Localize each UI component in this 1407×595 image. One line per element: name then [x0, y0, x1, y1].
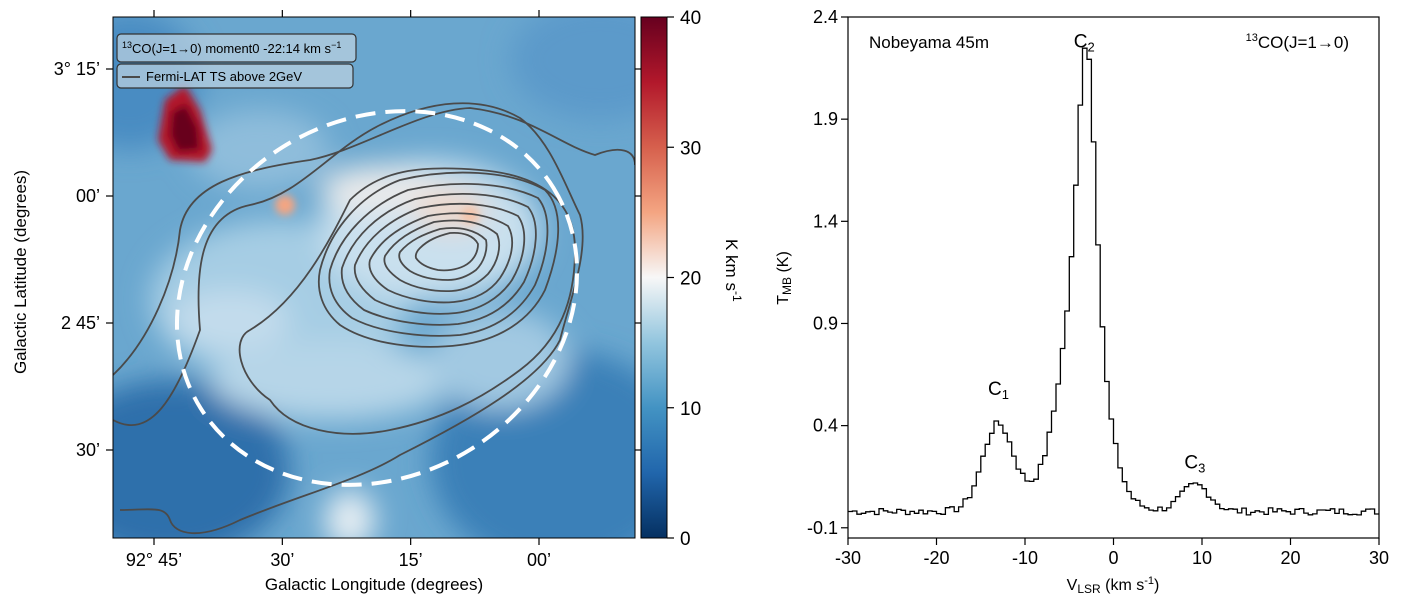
map-ytick-label: 00’ [76, 186, 100, 206]
spectrum-xtick-label: 30 [1369, 548, 1389, 568]
spectrum-xtick-label: 20 [1280, 548, 1300, 568]
ts-contour [113, 102, 584, 535]
xlabel-sub: LSR [1077, 582, 1101, 595]
legend-entry-13co-sup2: −1 [331, 40, 341, 50]
map-axes: 92° 45’ 30’ 15’ 00’ 3° 15’ 00’ 2 45’ 30’ [54, 10, 641, 570]
ts-contour [113, 107, 635, 376]
spectrum-xtick-label: 10 [1192, 548, 1212, 568]
spectrum-ytick-label: -0.1 [807, 518, 838, 538]
component-subscript: 3 [1198, 461, 1205, 476]
map-frame [112, 16, 636, 539]
spectrum-line [848, 47, 1379, 516]
source-region-ellipse [174, 109, 580, 487]
ylabel-sub: MB [780, 277, 794, 295]
legend-entry-ts: Fermi-LAT TS above 2GeV [146, 69, 302, 84]
spectrum-frame [847, 16, 1380, 539]
spectrum-ytick-label: 0.4 [813, 416, 838, 436]
ts-contour [368, 212, 514, 304]
spectrum-ytick-label: 1.9 [813, 109, 838, 129]
moment0-image [113, 17, 635, 538]
component-letter: C [1184, 453, 1198, 474]
colorbar [640, 16, 668, 539]
map-ytick-label: 3° 15’ [54, 59, 100, 79]
ts-contour [340, 192, 537, 326]
colorbar-tick-label: 20 [680, 269, 701, 290]
line-label-sup: 13 [1246, 32, 1258, 44]
xlabel-unit: (km s [1101, 577, 1145, 594]
legend-entry-13co: 13CO(J=1→0) moment0 -22:14 km s−1 [122, 40, 341, 56]
colorbar-tick-label: 10 [680, 399, 701, 420]
map-xtick-label: 15’ [399, 550, 423, 570]
spectrum-xtick-label: 0 [1108, 548, 1118, 568]
legend-entry-13co-sup: 13 [122, 40, 132, 50]
xlabel-main: V [1067, 577, 1078, 594]
telescope-label: Nobeyama 45m [869, 33, 989, 52]
spectrum-xtick-label: -20 [923, 548, 949, 568]
spectrum-ytick-label: 0.9 [813, 313, 838, 333]
map-xtick-label: 00’ [527, 550, 551, 570]
colorbar-tick-label: 30 [680, 138, 701, 159]
ts-contour [238, 167, 576, 435]
colorbar-tick-label: 40 [680, 8, 701, 29]
xlabel-sup: -1 [1144, 575, 1154, 587]
colorbar-label-text: K km s [722, 239, 741, 291]
component-letter: C [1074, 32, 1088, 53]
ylabel-main: T [775, 295, 792, 305]
legend-entry-13co-text: CO(J=1→0) moment0 -22:14 km s [132, 41, 332, 56]
line-label-text: CO(J=1→0) [1258, 33, 1349, 52]
ts-contour [398, 227, 488, 281]
xlabel-end: ) [1154, 577, 1159, 594]
component-label-c2: C2 [1074, 32, 1095, 55]
spectrum-ytick-label: 2.4 [813, 7, 838, 27]
map-legend: 13CO(J=1→0) moment0 -22:14 km s−1 Fermi-… [116, 33, 357, 89]
spectrum-xlabel: VLSR (km s-1) [1067, 575, 1160, 595]
map-xtick-label: 92° 45’ [126, 550, 182, 570]
component-label-c3: C3 [1184, 453, 1205, 476]
spectrum-xtick-label: -10 [1012, 548, 1038, 568]
colorbar-tick-label: 0 [680, 529, 691, 550]
spectrum-ytick-label: 1.4 [813, 211, 838, 231]
ts-contour [328, 182, 549, 337]
ts-contour [353, 202, 526, 315]
component-subscript: 1 [1002, 387, 1009, 402]
component-letter: C [988, 379, 1002, 400]
ts-contour [383, 219, 501, 293]
map-ytick-label: 30’ [76, 440, 100, 460]
map-ylabel: Galactic Latitude (degrees) [11, 170, 30, 374]
spectrum-xtick-label: -30 [835, 548, 861, 568]
map-panel: 13CO(J=1→0) moment0 -22:14 km s−1 Fermi-… [11, 8, 744, 594]
map-ytick-label: 2 45’ [61, 313, 100, 333]
ylabel-unit: (K) [775, 251, 792, 277]
ts-contour [317, 171, 560, 348]
colorbar-label: K km s-1 [722, 239, 744, 302]
colorbar-ticks: 0 10 20 30 40 [667, 8, 701, 550]
spectrum-panel: -30 -20 -10 0 10 20 30-0.10.40.91.41.92.4 C1C2… [775, 7, 1389, 595]
colorbar-label-sup: -1 [730, 291, 744, 302]
ts-contours [113, 102, 635, 535]
map-xtick-label: 30’ [270, 550, 294, 570]
spectrum-ylabel: TMB (K) [775, 251, 794, 305]
map-xlabel: Galactic Longitude (degrees) [265, 575, 483, 594]
component-subscript: 2 [1088, 40, 1095, 55]
component-label-c1: C1 [988, 379, 1009, 402]
line-label: 13CO(J=1→0) [1246, 32, 1349, 52]
ts-contour [414, 231, 479, 272]
spectrum-axes: -30 -20 -10 0 10 20 30 -0.1 0.4 0.9 1.4 1.9 2.4 [807, 7, 1389, 568]
